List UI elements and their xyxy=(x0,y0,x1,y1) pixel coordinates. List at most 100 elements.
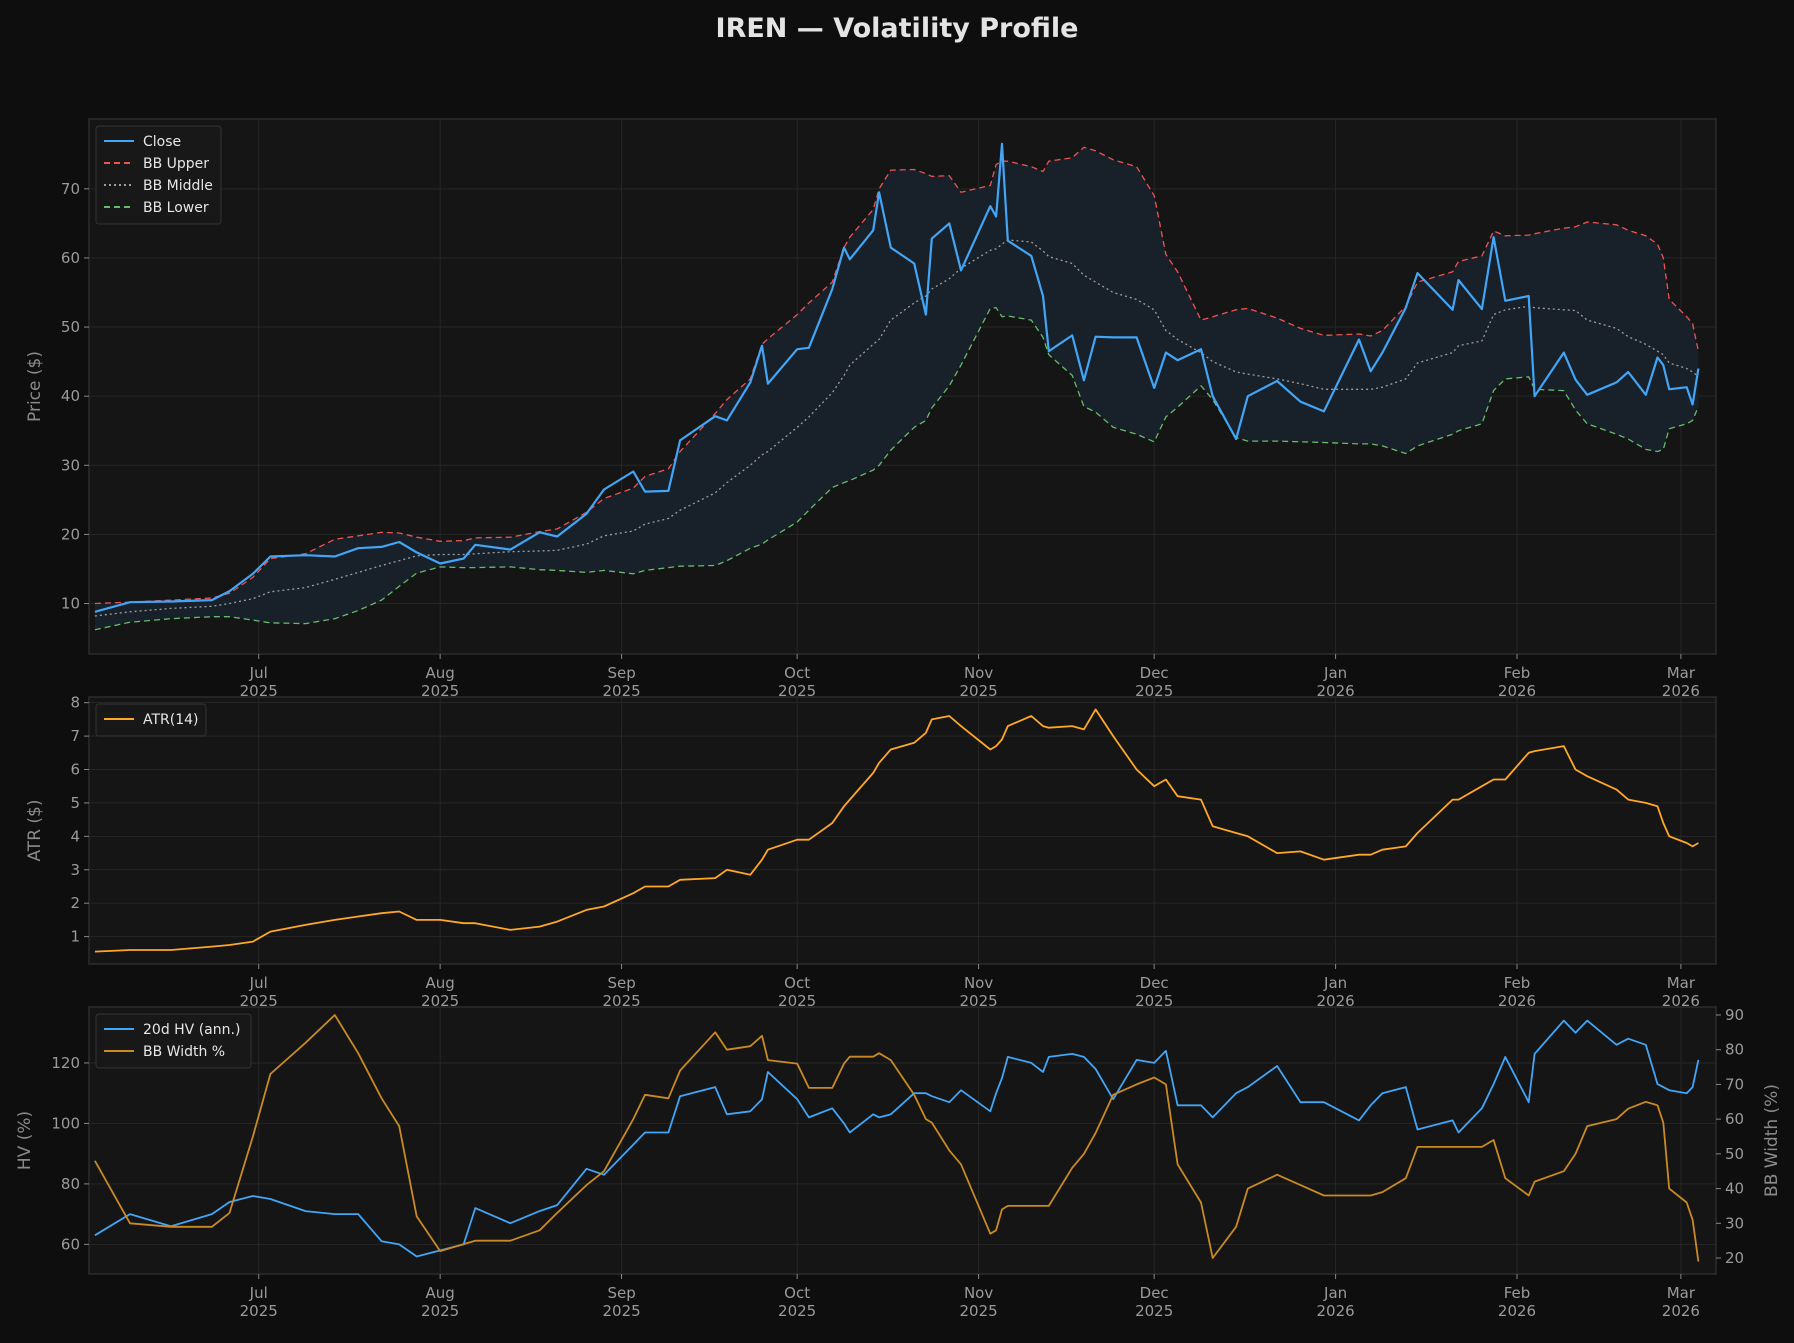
x-tick-label-year: 2025 xyxy=(421,682,459,700)
x-tick-label-year: 2026 xyxy=(1662,992,1700,1010)
y-right-tick-label: 40 xyxy=(1725,1180,1744,1198)
x-tick-label-year: 2025 xyxy=(959,1302,997,1320)
x-tick-label-month: Jul xyxy=(249,974,268,992)
x-tick-label-month: Sep xyxy=(607,664,635,682)
legend-box xyxy=(95,703,207,737)
x-tick-label-year: 2026 xyxy=(1498,1302,1536,1320)
y-tick-label: 50 xyxy=(61,318,80,336)
y-right-tick-label: 20 xyxy=(1725,1249,1744,1267)
x-tick-label-month: Jul xyxy=(249,664,268,682)
x-tick-label-year: 2025 xyxy=(602,1302,640,1320)
y-tick-label: 20 xyxy=(61,525,80,543)
y-tick-label: 100 xyxy=(51,1114,80,1132)
x-tick-label-year: 2025 xyxy=(778,992,816,1010)
x-tick-label-year: 2025 xyxy=(959,682,997,700)
y-right-tick-label: 50 xyxy=(1725,1145,1744,1163)
x-tick-label-year: 2026 xyxy=(1316,682,1354,700)
y-tick-label: 60 xyxy=(61,249,80,267)
x-tick-label-month: Feb xyxy=(1504,1284,1531,1302)
y-tick-label: 5 xyxy=(70,794,80,812)
y-tick-label: 80 xyxy=(61,1175,80,1193)
y-right-tick-label: 80 xyxy=(1725,1041,1744,1059)
bollinger-band-fill xyxy=(94,147,1699,630)
x-tick-label-year: 2025 xyxy=(240,1302,278,1320)
y-tick-label: 120 xyxy=(51,1054,80,1072)
legend-label: ATR(14) xyxy=(143,712,199,728)
y-tick-label: 10 xyxy=(61,595,80,613)
y-axis-label: ATR ($) xyxy=(25,800,45,862)
legend: Close BB Upper BB Middle BB Lower xyxy=(95,125,222,225)
x-tick-label-year: 2025 xyxy=(1135,682,1173,700)
series-line-bb-width- xyxy=(94,1014,1700,1262)
x-tick-label-month: Nov xyxy=(964,974,993,992)
y-axis-label: HV (%) xyxy=(15,1111,35,1170)
x-tick-label-year: 2025 xyxy=(240,992,278,1010)
y-tick-label: 1 xyxy=(70,928,80,946)
x-tick-label-year: 2025 xyxy=(421,1302,459,1320)
y-tick-label: 30 xyxy=(61,456,80,474)
x-tick-label-year: 2025 xyxy=(1135,1302,1173,1320)
x-tick-label-year: 2026 xyxy=(1498,992,1536,1010)
legend: ATR(14) xyxy=(95,703,207,737)
panel-2: Jul2025Aug2025Sep2025Oct2025Nov2025Dec20… xyxy=(25,694,1717,1010)
y-tick-label: 4 xyxy=(70,827,80,845)
series-line-atr-14- xyxy=(94,708,1699,953)
panel-3: Jul2025Aug2025Sep2025Oct2025Nov2025Dec20… xyxy=(15,1006,1782,1320)
y-right-tick-label: 30 xyxy=(1725,1214,1744,1232)
y-right-axis-label: BB Width (%) xyxy=(1762,1084,1782,1197)
series-line-20d-hv-ann- xyxy=(94,1019,1700,1258)
legend-label: BB Middle xyxy=(143,178,213,194)
series-line-bb-upper xyxy=(94,146,1700,605)
legend-label: BB Lower xyxy=(143,200,209,216)
legend-label: 20d HV (ann.) xyxy=(143,1022,240,1038)
y-tick-label: 7 xyxy=(70,727,80,745)
plot-area xyxy=(88,1006,1717,1275)
x-tick-label-month: Oct xyxy=(784,974,810,992)
y-tick-label: 6 xyxy=(70,761,80,779)
legend: 20d HV (ann.) BB Width % xyxy=(95,1013,252,1069)
x-tick-label-year: 2026 xyxy=(1662,682,1700,700)
x-tick-label-year: 2026 xyxy=(1316,992,1354,1010)
x-tick-label-month: Feb xyxy=(1504,974,1531,992)
x-tick-label-month: Dec xyxy=(1140,974,1169,992)
x-tick-label-month: Nov xyxy=(964,664,993,682)
legend-label: Close xyxy=(143,134,181,150)
x-tick-label-month: Dec xyxy=(1140,664,1169,682)
legend-box xyxy=(95,1013,252,1069)
y-tick-label: 70 xyxy=(61,180,80,198)
x-tick-label-month: Mar xyxy=(1667,974,1696,992)
x-tick-label-month: Jan xyxy=(1323,1284,1347,1302)
y-tick-label: 2 xyxy=(70,894,80,912)
x-tick-label-month: Sep xyxy=(607,1284,635,1302)
x-tick-label-year: 2025 xyxy=(778,682,816,700)
legend-label: BB Upper xyxy=(143,156,209,172)
series-line-bb-middle xyxy=(94,239,1699,617)
plot-area xyxy=(88,696,1717,965)
x-tick-label-year: 2025 xyxy=(778,1302,816,1320)
x-tick-label-month: Aug xyxy=(426,974,455,992)
y-right-tick-label: 70 xyxy=(1725,1075,1744,1093)
x-tick-label-month: Aug xyxy=(426,1284,455,1302)
x-tick-label-year: 2025 xyxy=(602,682,640,700)
x-tick-label-month: Sep xyxy=(607,974,635,992)
series-line-close xyxy=(94,142,1700,613)
x-tick-label-month: Jan xyxy=(1323,664,1347,682)
y-right-tick-label: 90 xyxy=(1725,1006,1744,1024)
y-axis-label: Price ($) xyxy=(25,351,45,422)
x-tick-label-year: 2025 xyxy=(240,682,278,700)
panel-1: Jul2025Aug2025Sep2025Oct2025Nov2025Dec20… xyxy=(25,118,1717,700)
x-tick-label-month: Jul xyxy=(249,1284,268,1302)
legend-box xyxy=(95,125,222,225)
y-tick-label: 60 xyxy=(61,1235,80,1253)
x-tick-label-year: 2025 xyxy=(959,992,997,1010)
x-tick-label-year: 2025 xyxy=(1135,992,1173,1010)
y-tick-label: 3 xyxy=(70,861,80,879)
x-tick-label-year: 2026 xyxy=(1316,1302,1354,1320)
x-tick-label-year: 2025 xyxy=(421,992,459,1010)
x-tick-label-month: Oct xyxy=(784,1284,810,1302)
x-tick-label-month: Mar xyxy=(1667,664,1696,682)
x-tick-label-year: 2025 xyxy=(602,992,640,1010)
x-tick-label-month: Nov xyxy=(964,1284,993,1302)
x-tick-label-month: Jan xyxy=(1323,974,1347,992)
